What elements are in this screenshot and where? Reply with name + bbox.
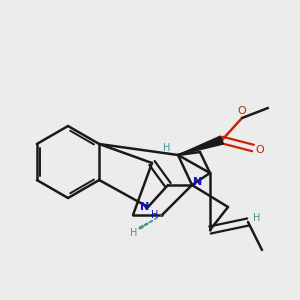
Text: H: H: [253, 213, 261, 224]
Text: H: H: [130, 227, 137, 238]
Text: H: H: [163, 143, 170, 153]
Text: N: N: [193, 177, 202, 187]
Text: O: O: [255, 145, 264, 154]
Polygon shape: [178, 136, 224, 155]
Text: H: H: [151, 209, 158, 220]
Text: O: O: [238, 106, 246, 116]
Text: N: N: [140, 202, 149, 212]
